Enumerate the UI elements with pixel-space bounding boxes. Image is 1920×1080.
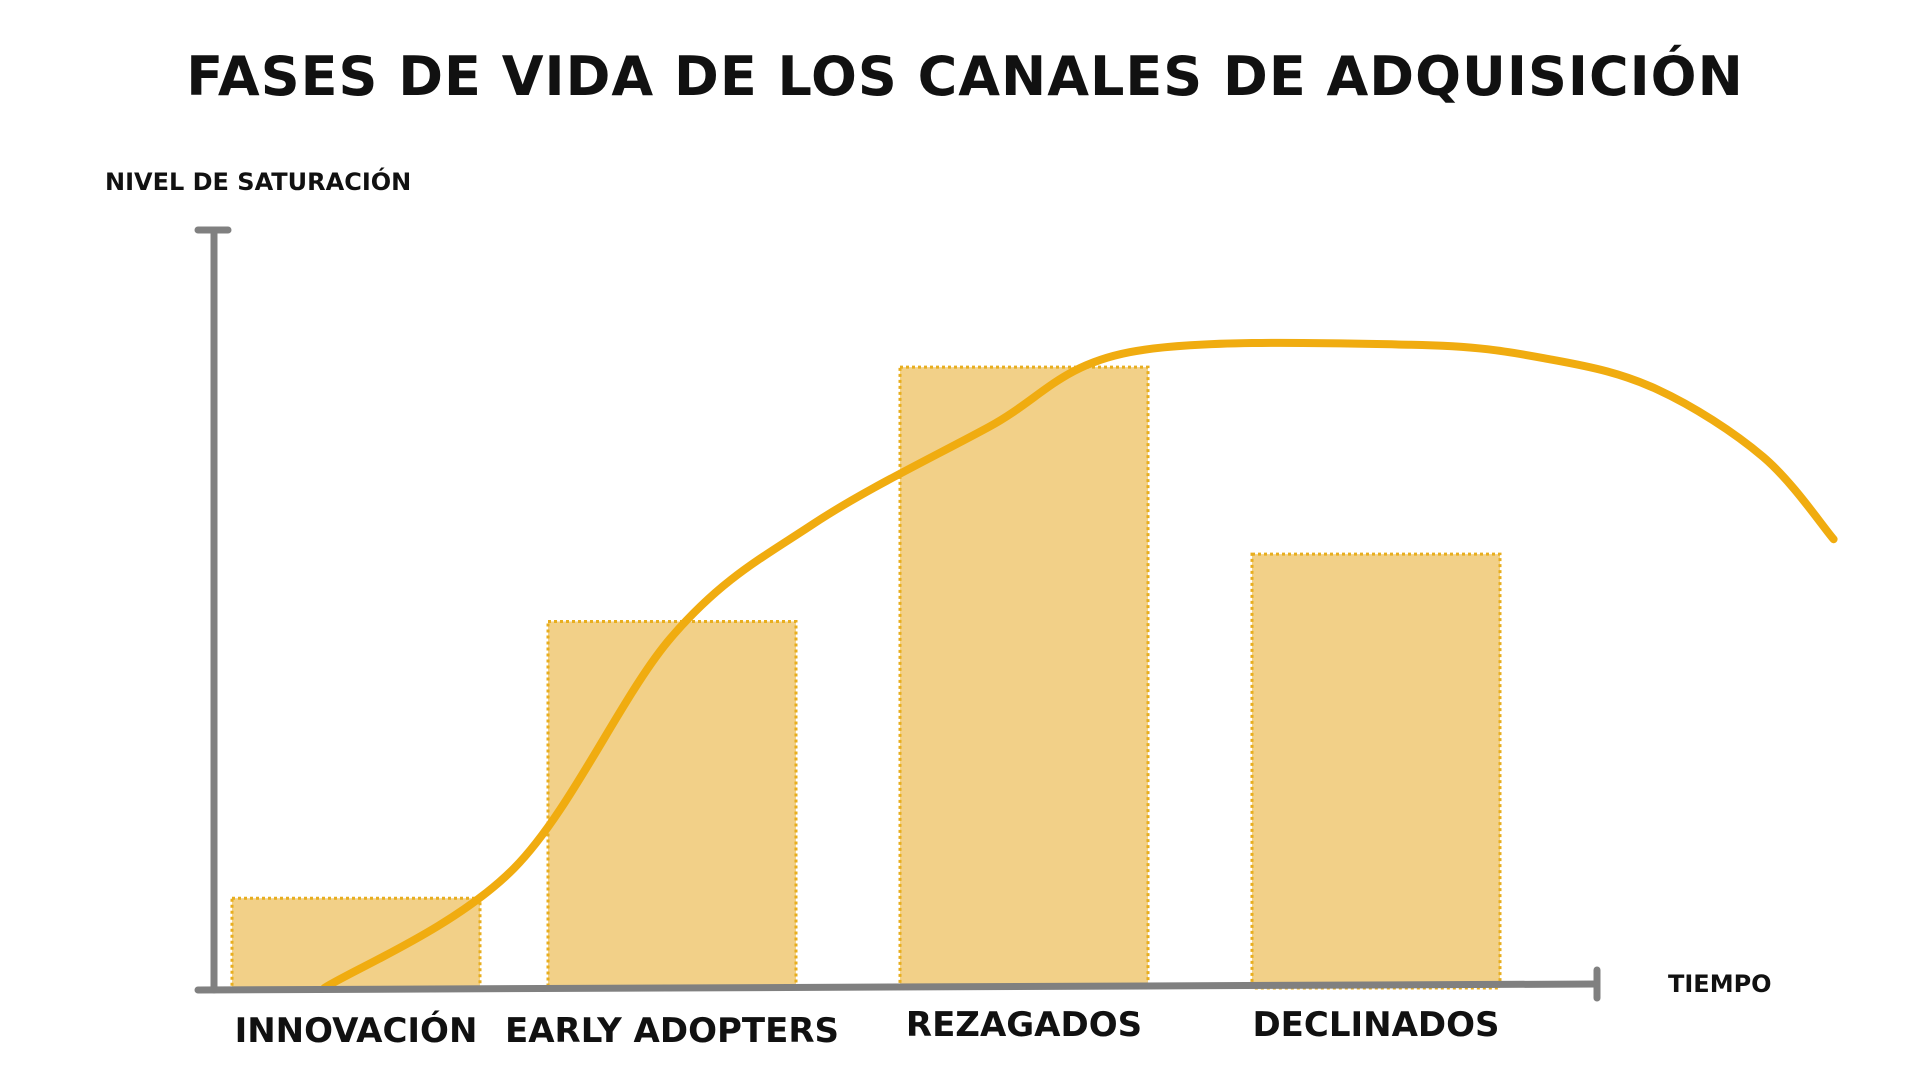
x-axis-line [194, 980, 1601, 994]
category-labels-layer: INNOVACIÓN EARLY ADOPTERS REZAGADOS DECLINA… [235, 1005, 1500, 1051]
category-label-early-adopters: EARLY ADOPTERS [505, 1011, 839, 1051]
bar-declinados [1250, 552, 1502, 990]
x-axis-label: TIEMPO [1668, 970, 1772, 998]
y-axis-label: NIVEL DE SATURACIÓN [105, 166, 411, 196]
curve-layer [320, 338, 1838, 992]
category-label-declinados: DECLINADOS [1252, 1005, 1499, 1045]
category-label-rezagados: REZAGADOS [906, 1005, 1142, 1045]
bar-early-adopters [546, 619, 798, 990]
chart-title: FASES DE VIDA DE LOS CANALES DE ADQUISIC… [186, 45, 1744, 108]
saturation-curve [320, 338, 1838, 992]
bars-layer [230, 365, 1502, 990]
category-label-innovaci-n: INNOVACIÓN [235, 1010, 478, 1051]
bar-rezagados [898, 365, 1150, 990]
axes-layer [194, 226, 1601, 1002]
